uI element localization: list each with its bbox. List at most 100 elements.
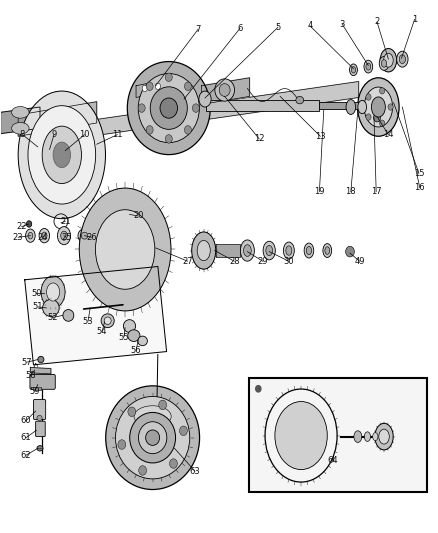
Text: 26: 26 bbox=[86, 233, 97, 242]
Ellipse shape bbox=[25, 229, 35, 243]
Circle shape bbox=[192, 104, 199, 112]
Bar bbox=[216, 244, 240, 257]
Text: 49: 49 bbox=[354, 257, 365, 265]
Ellipse shape bbox=[138, 422, 167, 454]
Text: 30: 30 bbox=[283, 257, 294, 265]
Text: 16: 16 bbox=[414, 183, 425, 192]
Text: 10: 10 bbox=[79, 130, 90, 139]
Ellipse shape bbox=[364, 432, 371, 441]
Text: 2: 2 bbox=[374, 18, 380, 27]
Ellipse shape bbox=[42, 232, 47, 239]
Circle shape bbox=[184, 126, 191, 134]
Circle shape bbox=[146, 82, 153, 91]
Ellipse shape bbox=[138, 74, 199, 143]
Ellipse shape bbox=[127, 62, 210, 155]
Ellipse shape bbox=[134, 406, 171, 427]
Circle shape bbox=[256, 385, 261, 392]
Ellipse shape bbox=[244, 245, 251, 256]
Text: 61: 61 bbox=[21, 433, 32, 442]
Text: 20: 20 bbox=[133, 212, 144, 221]
FancyBboxPatch shape bbox=[35, 421, 45, 437]
Ellipse shape bbox=[37, 446, 43, 451]
Text: 14: 14 bbox=[383, 130, 394, 139]
Ellipse shape bbox=[128, 330, 140, 342]
Circle shape bbox=[128, 407, 136, 417]
Text: 25: 25 bbox=[61, 233, 71, 242]
Circle shape bbox=[388, 104, 393, 110]
Ellipse shape bbox=[364, 60, 373, 73]
Circle shape bbox=[127, 211, 133, 218]
Ellipse shape bbox=[375, 423, 393, 450]
Ellipse shape bbox=[192, 232, 216, 269]
Ellipse shape bbox=[12, 123, 29, 134]
Text: 12: 12 bbox=[254, 134, 265, 143]
Ellipse shape bbox=[366, 63, 371, 70]
Text: 55: 55 bbox=[119, 333, 129, 342]
Circle shape bbox=[366, 94, 371, 100]
Circle shape bbox=[170, 459, 177, 469]
Ellipse shape bbox=[304, 243, 314, 258]
Polygon shape bbox=[201, 78, 250, 104]
Text: 29: 29 bbox=[258, 257, 268, 265]
Ellipse shape bbox=[42, 300, 59, 317]
Polygon shape bbox=[136, 79, 166, 98]
Bar bbox=[206, 100, 319, 111]
Ellipse shape bbox=[384, 53, 393, 67]
Circle shape bbox=[155, 83, 160, 90]
Ellipse shape bbox=[63, 310, 74, 321]
Ellipse shape bbox=[397, 51, 408, 67]
Ellipse shape bbox=[104, 317, 111, 325]
Text: 11: 11 bbox=[112, 130, 123, 139]
Circle shape bbox=[138, 104, 145, 112]
Text: 3: 3 bbox=[339, 20, 345, 29]
Ellipse shape bbox=[263, 241, 276, 260]
Ellipse shape bbox=[219, 84, 230, 96]
Ellipse shape bbox=[37, 415, 42, 421]
Text: 27: 27 bbox=[182, 257, 193, 265]
Ellipse shape bbox=[12, 107, 29, 118]
Text: 59: 59 bbox=[29, 387, 40, 396]
Polygon shape bbox=[18, 102, 97, 136]
Ellipse shape bbox=[199, 91, 211, 107]
Circle shape bbox=[26, 221, 32, 227]
Ellipse shape bbox=[351, 67, 356, 73]
Ellipse shape bbox=[266, 245, 272, 256]
Ellipse shape bbox=[346, 100, 356, 115]
Ellipse shape bbox=[381, 60, 387, 67]
Ellipse shape bbox=[150, 87, 187, 130]
Ellipse shape bbox=[38, 357, 44, 363]
Circle shape bbox=[379, 87, 385, 94]
Ellipse shape bbox=[358, 100, 367, 114]
Ellipse shape bbox=[116, 397, 190, 479]
Text: 54: 54 bbox=[97, 327, 107, 336]
Polygon shape bbox=[35, 82, 359, 144]
Circle shape bbox=[346, 246, 354, 257]
Ellipse shape bbox=[57, 227, 71, 245]
Text: 50: 50 bbox=[31, 288, 42, 297]
Ellipse shape bbox=[106, 386, 200, 489]
Text: 9: 9 bbox=[51, 130, 57, 139]
Circle shape bbox=[146, 126, 153, 134]
Text: 57: 57 bbox=[21, 358, 32, 367]
Text: 53: 53 bbox=[83, 317, 93, 326]
Ellipse shape bbox=[79, 188, 171, 311]
Circle shape bbox=[139, 466, 147, 475]
Text: 5: 5 bbox=[276, 23, 281, 32]
Text: 21: 21 bbox=[60, 217, 71, 226]
Circle shape bbox=[142, 85, 148, 92]
Circle shape bbox=[118, 440, 126, 449]
Text: 15: 15 bbox=[414, 169, 424, 178]
Ellipse shape bbox=[18, 91, 106, 219]
Text: 22: 22 bbox=[16, 222, 27, 231]
Ellipse shape bbox=[95, 209, 155, 289]
Text: 7: 7 bbox=[195, 25, 201, 34]
Ellipse shape bbox=[78, 229, 91, 243]
Ellipse shape bbox=[283, 242, 294, 259]
Ellipse shape bbox=[399, 55, 406, 63]
Ellipse shape bbox=[357, 78, 399, 136]
Text: 24: 24 bbox=[37, 233, 47, 242]
Ellipse shape bbox=[81, 232, 88, 239]
Ellipse shape bbox=[286, 246, 292, 255]
Text: 64: 64 bbox=[327, 456, 338, 465]
Polygon shape bbox=[30, 368, 51, 374]
